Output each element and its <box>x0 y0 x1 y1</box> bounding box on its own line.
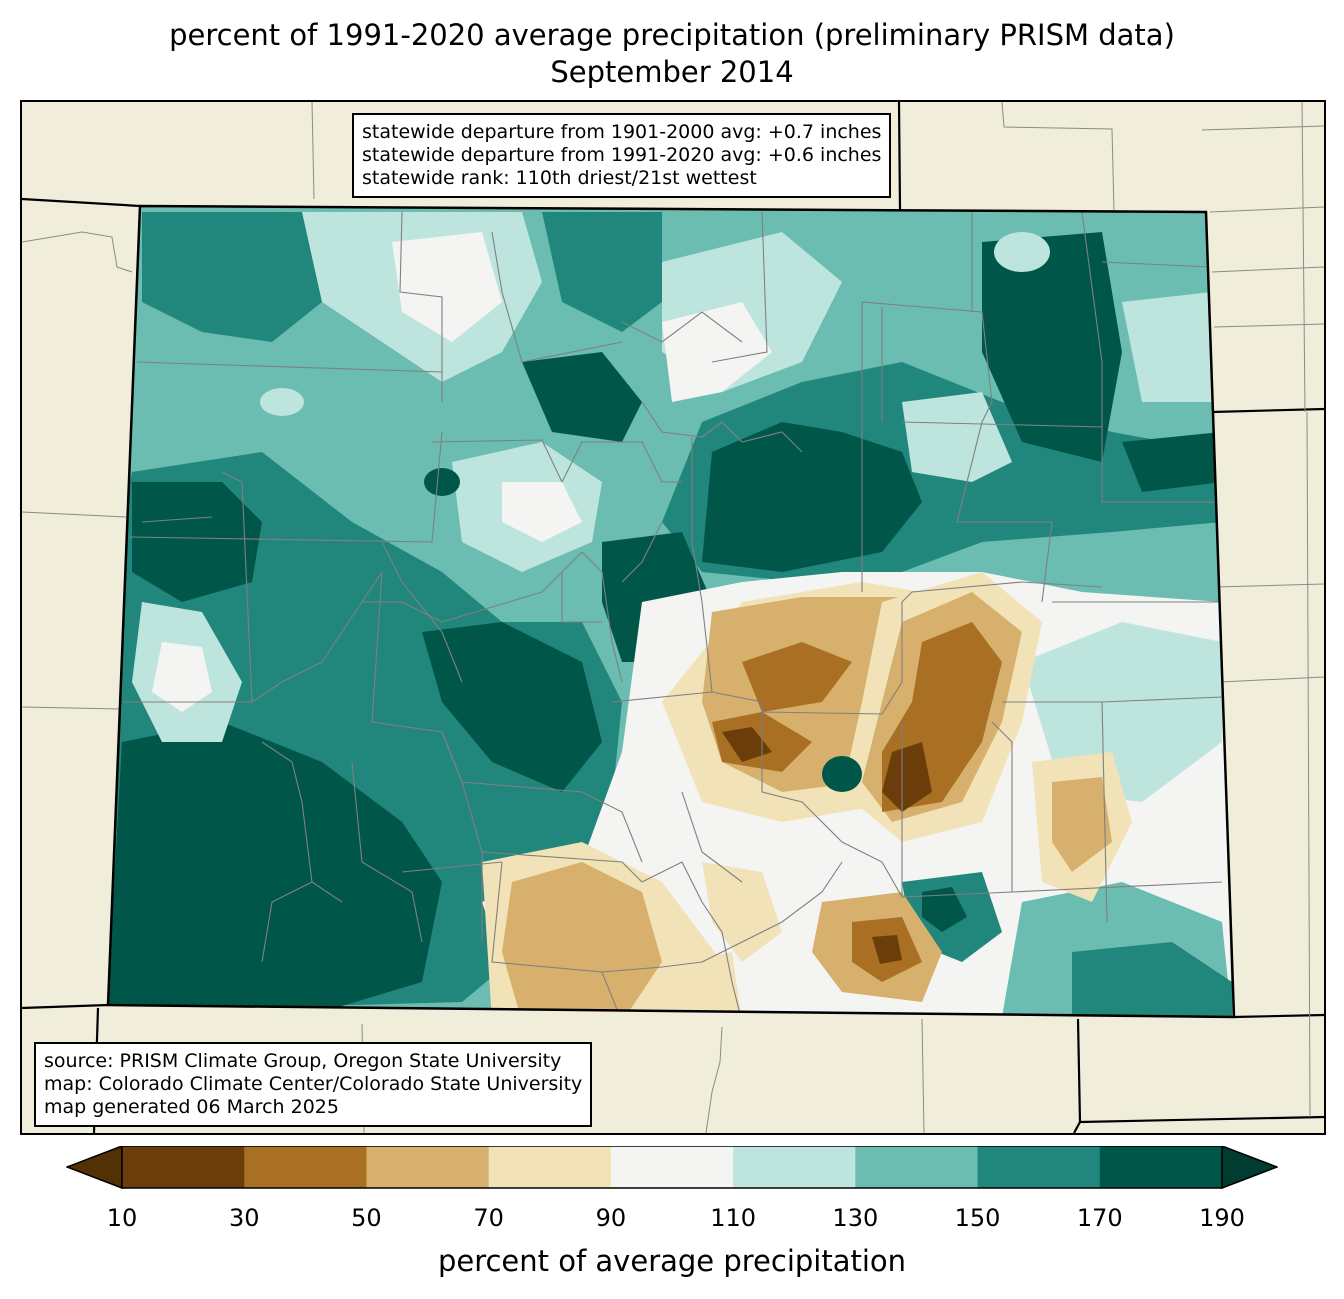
stats-line-1991-2020: statewide departure from 1991-2020 avg: … <box>362 144 882 166</box>
colorbar-tick-label: 110 <box>710 1204 757 1232</box>
generated-date-line: map generated 06 March 2025 <box>44 1096 339 1118</box>
colorbar-segment <box>855 1146 979 1188</box>
colorbar-segment <box>977 1146 1101 1188</box>
map-title: percent of 1991-2020 average precipitati… <box>169 18 1175 52</box>
colorbar-label: percent of average precipitation <box>437 1244 907 1278</box>
map-subtitle: September 2014 <box>550 55 794 89</box>
map-graphic <box>22 102 1324 1133</box>
colorbar-tick-label: 150 <box>954 1204 1001 1232</box>
colorbar-segment <box>122 1146 245 1188</box>
colorbar-segment <box>1099 1146 1223 1188</box>
colorbar-segment <box>488 1146 612 1188</box>
colorbar-tick-label: 50 <box>351 1204 382 1232</box>
colorbar-tick-label: 190 <box>1199 1204 1245 1232</box>
colorbar-over-arrow <box>1221 1146 1278 1190</box>
stats-line-1901-2000: statewide departure from 1901-2000 avg: … <box>362 121 882 143</box>
colorbar-tick-label: 10 <box>106 1204 138 1232</box>
map-credit-line: map: Colorado Climate Center/Colorado St… <box>44 1073 583 1095</box>
colorbar-tick-label: 90 <box>595 1204 627 1232</box>
colorbar-tick-label: 30 <box>228 1204 260 1232</box>
colorbar-frame <box>121 1146 1223 1189</box>
state-borders <box>22 102 1324 1133</box>
colorbar-segment <box>244 1146 367 1188</box>
colorbar-segment <box>610 1146 734 1188</box>
precipitation-map: statewide departure from 1901-2000 avg: … <box>20 100 1326 1135</box>
colorado-border <box>106 204 1236 1019</box>
stats-line-rank: statewide rank: 110th driest/21st wettes… <box>362 167 757 189</box>
colorbar-under-arrow <box>66 1146 123 1190</box>
source-line: source: PRISM Climate Group, Oregon Stat… <box>44 1050 562 1072</box>
colorbar-tick-label: 70 <box>473 1204 504 1232</box>
colorbar-segment <box>366 1146 490 1188</box>
colorbar-segment <box>733 1146 856 1188</box>
colorbar <box>66 1146 1278 1190</box>
statewide-stats-box: statewide departure from 1901-2000 avg: … <box>352 113 892 198</box>
source-box: source: PRISM Climate Group, Oregon Stat… <box>34 1042 593 1127</box>
precip-field <box>108 206 1234 1017</box>
colorbar-tick-label: 170 <box>1076 1204 1123 1232</box>
colorbar-tick-label: 130 <box>832 1204 879 1232</box>
